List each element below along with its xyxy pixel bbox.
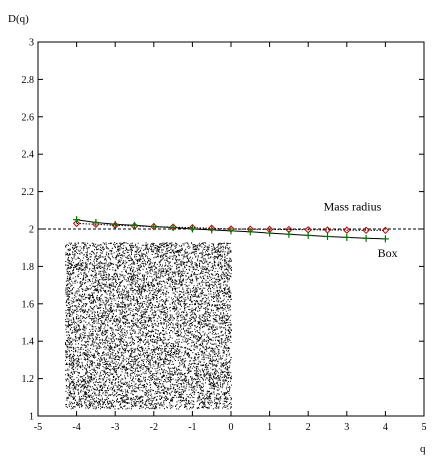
x-axis-label: q [420,443,426,455]
data-point-box [131,221,138,229]
y-tick-label: 1.8 [22,262,35,273]
series-line-mass-radius [76,222,386,231]
x-tick-label: -3 [111,422,119,433]
y-axis-label: D(q) [8,13,29,25]
data-point-box [169,224,177,232]
inset-dots [65,242,232,410]
x-tick-label: -1 [188,422,196,433]
data-point-box [188,225,196,233]
data-point-mass-radius [72,219,81,228]
annotation-mass-radius: Mass radius [324,199,382,213]
data-point-mass-radius [323,226,332,234]
x-tick-label: 3 [344,422,349,433]
x-tick-label: -5 [34,422,42,433]
data-point-box [362,234,370,242]
data-point-mass-radius [362,226,370,235]
y-tick-label: 2.4 [22,150,35,161]
data-point-box [150,223,158,231]
data-point-box [227,227,235,235]
y-tick-label: 1.6 [22,299,35,310]
inset-dot-pattern [65,242,232,410]
data-point-box [111,220,119,228]
x-tick-label: 1 [267,422,272,433]
data-point-box [73,216,81,224]
data-point-mass-radius [343,226,351,234]
data-point-box [285,230,293,238]
x-tick-label: -4 [72,422,80,433]
data-point-box [266,229,274,237]
y-tick-label: 2 [29,225,34,236]
x-tick-label: 5 [422,422,427,433]
data-point-box [304,231,312,239]
y-tick-label: 3 [29,38,34,49]
data-point-box [381,235,389,243]
x-tick-label: 2 [306,422,311,433]
y-tick-label: 2.6 [22,112,35,123]
data-point-mass-radius [92,220,100,229]
data-point-box [343,233,351,241]
x-tick-label: 4 [383,422,388,433]
y-tick-label: 1.2 [22,374,35,385]
data-point-box [246,228,254,236]
data-point-mass-radius [381,226,390,235]
y-tick-label: 1.4 [22,337,35,348]
y-tick-label: 2.2 [22,187,35,198]
annotation-box: Box [378,246,398,260]
x-tick-label: 0 [229,422,234,433]
x-tick-label: -2 [150,422,158,433]
data-point-box [208,226,216,234]
data-point-box [324,232,331,240]
y-tick-label: 2.8 [22,75,35,86]
data-point-box [92,218,100,226]
y-tick-label: 1 [29,412,34,423]
